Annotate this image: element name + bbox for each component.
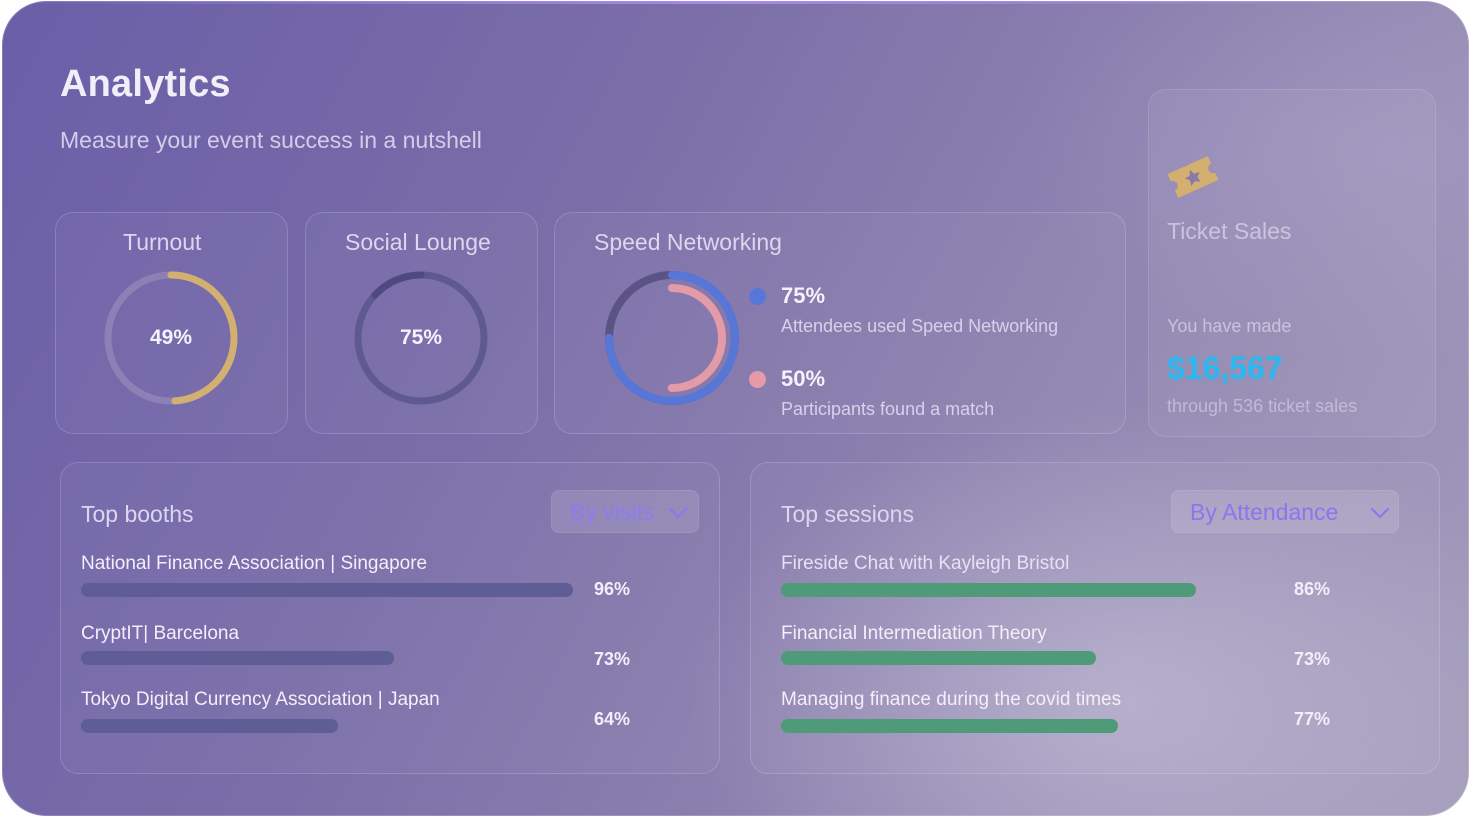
- page-subtitle: Measure your event success in a nutshell: [60, 127, 482, 153]
- speed-legend-desc-1: Attendees used Speed Networking: [781, 316, 1059, 336]
- booth-row-percent: 73%: [594, 649, 631, 669]
- ticket-sales-card: Ticket Sales You have made $16,567 throu…: [1148, 89, 1436, 437]
- booths-sort-label: By visits: [570, 499, 655, 525]
- ticket-sales-title: Ticket Sales: [1167, 218, 1292, 244]
- session-row-percent: 77%: [1294, 709, 1331, 729]
- sessions-sort-dropdown[interactable]: By Attendance: [1171, 490, 1399, 533]
- social-lounge-card: Social Lounge 75%: [305, 212, 538, 434]
- speed-networking-donut: [601, 267, 743, 409]
- turnout-arc: [104, 271, 238, 405]
- speed-outer-arc: [605, 271, 739, 405]
- booth-row-percent: 64%: [594, 709, 631, 729]
- turnout-card: Turnout 49%: [55, 212, 288, 434]
- booth-row-label: Tokyo Digital Currency Association | Jap…: [81, 689, 440, 710]
- booths-sort-dropdown[interactable]: By visits: [551, 490, 699, 533]
- session-bar: [781, 583, 1196, 597]
- speed-inner-arc: [618, 284, 726, 392]
- session-bar: [781, 651, 1097, 665]
- social-lounge-value: 75%: [399, 326, 443, 349]
- booth-bar: [81, 583, 574, 597]
- speed-legend-dot-1: [749, 288, 766, 305]
- booth-bar: [81, 719, 338, 733]
- top-sessions-card: Top sessions By Attendance Fireside Chat…: [750, 462, 1440, 774]
- booth-row-label: CryptIT| Barcelona: [81, 623, 240, 644]
- session-row-label: Financial Intermediation Theory: [781, 623, 1047, 644]
- ticket-through-text: through 536 ticket sales: [1167, 396, 1358, 416]
- social-lounge-donut: 75%: [350, 267, 492, 409]
- booth-bar: [81, 651, 394, 665]
- speed-legend-desc-2: Participants found a match: [781, 399, 995, 419]
- speed-legend-value-1: 75%: [781, 283, 826, 308]
- session-row-percent: 73%: [1294, 649, 1331, 669]
- top-sessions-title: Top sessions: [781, 501, 914, 527]
- ticket-amount: $16,567: [1167, 350, 1283, 386]
- session-row-label: Fireside Chat with Kayleigh Bristol: [781, 553, 1070, 574]
- turnout-donut: 49%: [100, 267, 242, 409]
- booth-row-label: National Finance Association | Singapore: [81, 553, 428, 574]
- turnout-value: 49%: [149, 326, 193, 349]
- session-row-percent: 86%: [1294, 579, 1331, 599]
- page-title: Analytics: [60, 63, 231, 105]
- top-booths-card: Top booths By visits National Finance As…: [60, 462, 720, 774]
- social-lounge-title: Social Lounge: [345, 229, 491, 255]
- speed-networking-title: Speed Networking: [594, 229, 782, 255]
- speed-networking-card: Speed Networking 75% Attendees used Spee…: [554, 212, 1126, 434]
- ticket-made-text: You have made: [1167, 316, 1292, 336]
- ticket-icon: [1163, 150, 1223, 209]
- social-lounge-arc: [371, 271, 425, 299]
- chevron-down-icon: [1370, 507, 1390, 519]
- turnout-title: Turnout: [123, 229, 202, 255]
- session-row-label: Managing finance during the covid times: [781, 689, 1122, 710]
- chevron-down-icon: [668, 507, 688, 519]
- sessions-sort-label: By Attendance: [1190, 499, 1339, 525]
- top-booths-title: Top booths: [81, 501, 194, 527]
- booth-row-percent: 96%: [594, 579, 631, 599]
- session-bar: [781, 719, 1119, 733]
- speed-legend-value-2: 50%: [781, 366, 826, 391]
- speed-legend-dot-2: [749, 371, 766, 388]
